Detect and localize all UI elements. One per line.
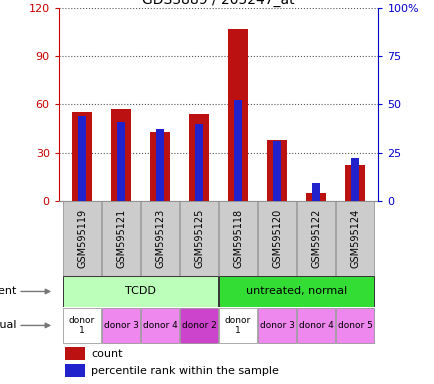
Bar bbox=[257, 308, 296, 343]
Bar bbox=[218, 276, 374, 306]
Bar bbox=[296, 308, 335, 343]
Bar bbox=[62, 276, 218, 306]
Bar bbox=[296, 201, 335, 276]
Bar bbox=[65, 364, 85, 377]
Text: GSM595123: GSM595123 bbox=[155, 209, 165, 268]
Bar bbox=[218, 201, 257, 276]
Text: TCDD: TCDD bbox=[125, 286, 156, 296]
Title: GDS3889 / 205247_at: GDS3889 / 205247_at bbox=[142, 0, 294, 7]
Text: individual: individual bbox=[0, 320, 16, 330]
Text: count: count bbox=[91, 349, 122, 359]
Text: GSM595122: GSM595122 bbox=[310, 209, 320, 268]
Text: untreated, normal: untreated, normal bbox=[245, 286, 346, 296]
Bar bbox=[102, 308, 140, 343]
Text: agent: agent bbox=[0, 286, 16, 296]
Bar bbox=[257, 201, 296, 276]
Bar bbox=[273, 141, 280, 201]
Bar bbox=[150, 132, 169, 201]
Bar bbox=[233, 100, 241, 201]
Bar bbox=[111, 109, 131, 201]
Text: donor 2: donor 2 bbox=[181, 321, 216, 330]
Text: percentile rank within the sample: percentile rank within the sample bbox=[91, 366, 279, 376]
Bar bbox=[218, 308, 257, 343]
Text: donor
1: donor 1 bbox=[69, 316, 95, 335]
Text: GSM595124: GSM595124 bbox=[349, 209, 359, 268]
Bar bbox=[195, 124, 203, 201]
Bar bbox=[312, 184, 319, 201]
Text: donor
1: donor 1 bbox=[224, 316, 250, 335]
Bar bbox=[62, 201, 101, 276]
Bar bbox=[335, 201, 374, 276]
Bar bbox=[65, 347, 85, 360]
Bar bbox=[156, 129, 164, 201]
Text: donor 4: donor 4 bbox=[298, 321, 333, 330]
Text: GSM595119: GSM595119 bbox=[77, 209, 87, 268]
Text: donor 5: donor 5 bbox=[337, 321, 372, 330]
Bar bbox=[179, 308, 218, 343]
Bar bbox=[179, 201, 218, 276]
Bar bbox=[72, 112, 92, 201]
Bar bbox=[102, 201, 140, 276]
Text: donor 3: donor 3 bbox=[259, 321, 294, 330]
Bar bbox=[228, 28, 247, 201]
Bar bbox=[78, 116, 86, 201]
Bar bbox=[306, 193, 325, 201]
Bar bbox=[62, 308, 101, 343]
Bar bbox=[345, 166, 364, 201]
Bar bbox=[267, 140, 286, 201]
Text: donor 4: donor 4 bbox=[142, 321, 177, 330]
Bar bbox=[117, 122, 125, 201]
Bar bbox=[335, 308, 374, 343]
Bar bbox=[350, 158, 358, 201]
Text: GSM595125: GSM595125 bbox=[194, 209, 204, 268]
Text: GSM595120: GSM595120 bbox=[271, 209, 281, 268]
Bar bbox=[141, 308, 179, 343]
Bar bbox=[189, 114, 208, 201]
Text: GSM595118: GSM595118 bbox=[233, 209, 243, 268]
Bar bbox=[141, 201, 179, 276]
Text: donor 3: donor 3 bbox=[103, 321, 138, 330]
Text: GSM595121: GSM595121 bbox=[116, 209, 126, 268]
